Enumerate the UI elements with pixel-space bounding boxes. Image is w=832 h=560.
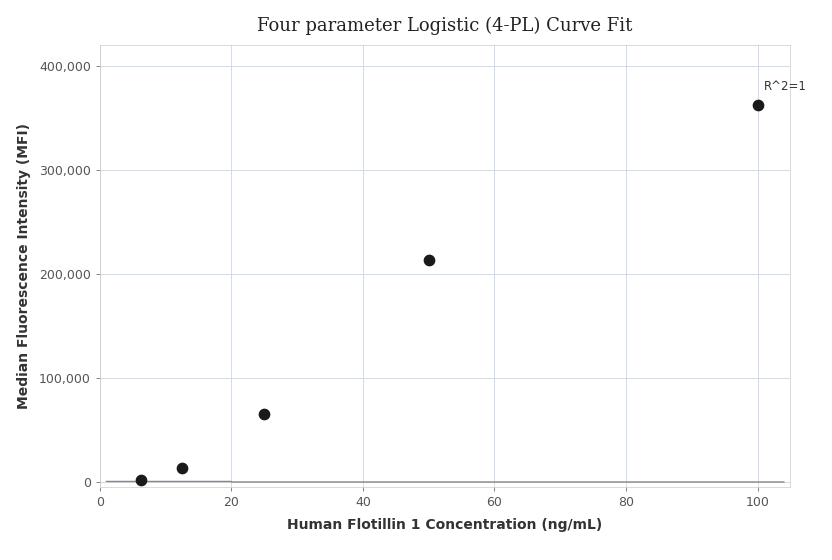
X-axis label: Human Flotillin 1 Concentration (ng/mL): Human Flotillin 1 Concentration (ng/mL) (288, 517, 602, 531)
Point (750, 101, 764, 110)
Title: Four parameter Logistic (4-PL) Curve Fit: Four parameter Logistic (4-PL) Curve Fit (257, 17, 633, 35)
Point (422, 256, 435, 265)
Point (134, 475, 147, 484)
Text: R^2=1: R^2=1 (764, 80, 807, 93)
Point (176, 464, 189, 473)
Y-axis label: Median Fluorescence Intensity (MFI): Median Fluorescence Intensity (MFI) (17, 123, 31, 409)
Point (258, 410, 271, 419)
